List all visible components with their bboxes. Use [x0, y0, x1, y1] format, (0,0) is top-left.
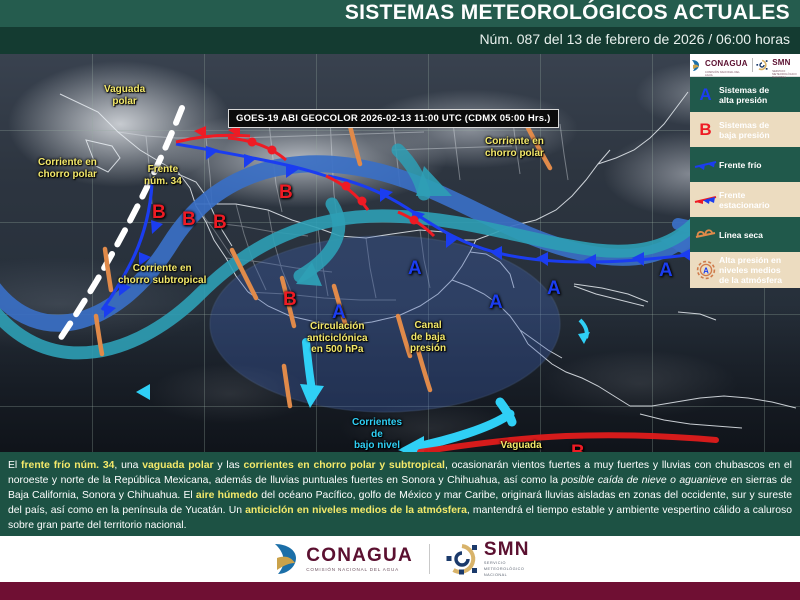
map-label-vaguada-polar: Vaguada polar — [104, 84, 146, 107]
forecast-hl-frente-frio: frente frío núm. 34 — [21, 460, 115, 471]
warm-front-segments — [227, 136, 436, 238]
forecast-text-p1k: del océano Pacífico, golfo de México y m… — [8, 490, 793, 516]
footer-conagua-logo: CONAGUA COMISIÓN NACIONAL DEL AGUA — [270, 542, 413, 576]
legend-icon-slot: A — [692, 86, 719, 103]
legend-item-label: Frente frío — [719, 159, 762, 170]
forecast-hl-corrientes: corrientes en chorro polar y subtropical — [243, 460, 445, 471]
low-pressure-marker: B — [283, 289, 297, 310]
mid-level-high-icon: A — [696, 260, 715, 280]
legend-smn-name: SMN — [772, 57, 791, 67]
map-label-corrientes-de-bajo-nivel: Corrientes de bajo nivel — [352, 417, 403, 451]
legend-conagua-name: CONAGUA — [705, 59, 748, 68]
letter-a-icon: A — [699, 85, 712, 104]
weather-systems-overlay — [0, 105, 761, 452]
forecast-text-p1a: El — [8, 460, 22, 471]
footer-smn-sub1: SERVICIO — [483, 561, 506, 565]
legend-item-stationary-front: Frente estacionario — [690, 182, 800, 217]
anticyclone-area-500hpa — [209, 235, 561, 413]
subtropical-jet-stream — [0, 143, 703, 360]
legend-item-letter-B: B Sistemas de baja presión — [690, 112, 800, 147]
stationary-front — [175, 125, 251, 144]
low-pressure-marker: B — [279, 182, 293, 203]
forecast-text-p1m: , mantendrá el tiempo estable y ambiente… — [8, 505, 792, 531]
forecast-text-panel: El frente frío núm. 34, una vaguada pola… — [0, 452, 800, 536]
footer-conagua-name: CONAGUA — [306, 545, 413, 566]
stationary-front-icon — [694, 195, 716, 204]
header-title-bar: SISTEMAS METEOROLÓGICOS ACTUALES — [0, 0, 800, 27]
footer-accent-bar — [0, 582, 800, 600]
forecast-em-nieve: posible caída de nieve o aguanieve — [561, 475, 728, 486]
smn-logo-icon — [756, 59, 768, 71]
map-label-frente-num-34: Frente núm. 34 — [144, 164, 182, 187]
footer-smn-sub2: METEOROLÓGICO — [483, 567, 525, 571]
legend-panel: CONAGUA COMISIÓN NACIONAL DEL AGUA SMN S… — [690, 54, 800, 288]
satellite-timestamp: GOES-19 ABI GEOCOLOR 2026-02-13 11:00 UT… — [228, 109, 559, 128]
legend-item-label: Sistemas de baja presión — [719, 119, 770, 140]
header-subtitle-bar: Núm. 087 del 13 de febrero de 2026 / 06:… — [0, 27, 800, 54]
legend-smn-sub: SERVICIO METEOROLÓGICO NACIONAL — [772, 69, 797, 79]
legend-item-mid-level-high: A Alta presión en niveles medios de la at… — [690, 252, 800, 288]
footer-conagua-sub: COMISIÓN NACIONAL DEL AGUA — [306, 567, 399, 572]
map-label-corriente-chorro-subtropical: Corriente en chorro subtropical — [118, 263, 207, 286]
legend-item-cold-front: Frente frío — [690, 147, 800, 182]
legend-item-label: Línea seca — [719, 229, 763, 240]
forecast-text-p1g: , ocasionarán vientos fuertes a muy fuer… — [8, 460, 792, 486]
smn-logo-icon-large — [446, 544, 477, 575]
high-pressure-marker: A — [547, 278, 561, 299]
legend-items: A Sistemas de alta presión B Sistemas de ba… — [690, 77, 800, 288]
svg-text:A: A — [703, 266, 709, 275]
bulletin-number-date: Núm. 087 del 13 de febrero de 2026 / 06:… — [479, 31, 790, 47]
legend-item-dry-line: Línea seca — [690, 217, 800, 252]
letter-b-icon: B — [699, 120, 712, 139]
conagua-logo-icon-large — [275, 544, 297, 574]
legend-item-label: Alta presión en niveles medios de la atm… — [719, 255, 783, 285]
conagua-logo-icon — [692, 59, 699, 71]
satellite-map[interactable]: GOES-19 ABI GEOCOLOR 2026-02-13 11:00 UT… — [0, 54, 800, 452]
map-label-vaguada-monzonica: Vaguada monzónica — [495, 440, 547, 452]
map-label-corriente-chorro-polar-e: Corriente en chorro polar — [485, 136, 544, 159]
itcz-monsoon-trough — [417, 432, 719, 452]
legend-icon-slot — [692, 158, 719, 172]
legend-item-label: Sistemas de alta presión — [719, 84, 770, 105]
footer-smn-name: SMN — [483, 539, 530, 560]
map-label-corriente-chorro-polar-w: Corriente en chorro polar — [38, 157, 97, 180]
legend-logo-bar: CONAGUA COMISIÓN NACIONAL DEL AGUA SMN S… — [690, 54, 800, 79]
high-pressure-marker: A — [408, 258, 422, 279]
forecast-hl-anticiclon: anticiclón en niveles medios de la atmós… — [245, 505, 467, 516]
low-pressure-marker: B — [213, 212, 227, 233]
low-level-flow-arrows — [136, 318, 590, 452]
low-pressure-marker: B — [571, 442, 585, 452]
high-pressure-marker: A — [332, 302, 346, 323]
low-pressure-marker: B — [152, 202, 166, 223]
low-pressure-marker: B — [182, 209, 196, 230]
legend-icon-slot: A — [692, 259, 719, 281]
high-pressure-marker: A — [659, 260, 673, 281]
legend-conagua-sub: COMISIÓN NACIONAL DEL AGUA — [705, 71, 740, 77]
cold-front-north — [175, 142, 327, 178]
cold-front-icon — [694, 160, 716, 170]
legend-icon-slot — [692, 193, 719, 207]
forecast-hl-vaguada-polar: vaguada polar — [142, 460, 214, 471]
forecast-text-p1e: y las — [213, 460, 244, 471]
forecast-text-p1c: , una — [114, 460, 143, 471]
legend-logo-divider — [751, 58, 753, 72]
footer-logos: CONAGUA COMISIÓN NACIONAL DEL AGUA SMN S… — [0, 536, 800, 582]
footer-smn-sub3: NACIONAL — [483, 573, 508, 577]
cold-front-34 — [100, 183, 163, 318]
forecast-text-p1i: en sierras de Baja California, Sonora y … — [8, 475, 792, 501]
high-pressure-marker: A — [489, 292, 503, 313]
map-label-circulacion-anticiclonica: Circulación anticiclónica en 500 hPa — [307, 321, 368, 355]
footer-divider — [428, 544, 430, 574]
forecast-hl-aire-humedo: aire húmedo — [195, 490, 259, 501]
dry-line-icon — [695, 228, 715, 238]
legend-icon-slot — [692, 228, 719, 242]
page-title: SISTEMAS METEOROLÓGICOS ACTUALES — [344, 1, 790, 24]
legend-item-letter-A: A Sistemas de alta presión — [690, 77, 800, 112]
map-label-canal-de-baja-presion: Canal de baja presión — [410, 320, 447, 354]
footer-smn-logo: SMN SERVICIO METEOROLÓGICO NACIONAL — [446, 540, 530, 578]
legend-item-label: Frente estacionario — [719, 189, 770, 210]
legend-icon-slot: B — [692, 121, 719, 138]
